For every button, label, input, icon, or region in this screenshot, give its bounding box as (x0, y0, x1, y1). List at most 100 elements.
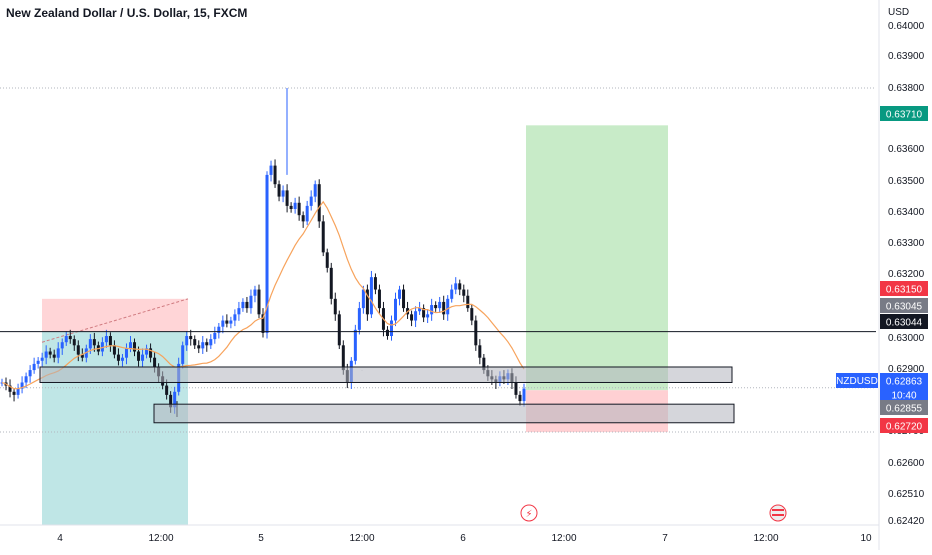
candle-body[interactable] (108, 336, 112, 346)
candle-body[interactable] (104, 336, 108, 343)
candle-body[interactable] (229, 320, 233, 324)
candle-body[interactable] (454, 283, 458, 290)
candle-body[interactable] (56, 348, 60, 358)
candle-body[interactable] (265, 174, 269, 333)
candle-body[interactable] (185, 336, 189, 346)
candle-body[interactable] (377, 289, 381, 309)
candle-body[interactable] (281, 190, 285, 197)
candle-body[interactable] (402, 289, 406, 309)
candle-body[interactable] (329, 267, 333, 299)
candle-body[interactable] (32, 363, 36, 371)
support-zone-upper[interactable] (39, 366, 733, 383)
candle-body[interactable] (205, 342, 209, 346)
candle-body[interactable] (48, 351, 52, 355)
candle-body[interactable] (241, 301, 245, 309)
candle-body[interactable] (466, 295, 470, 309)
candle-body[interactable] (169, 394, 173, 408)
candle-body[interactable] (60, 342, 64, 349)
candle-body[interactable] (273, 165, 277, 185)
candle-body[interactable] (112, 345, 116, 355)
short-position-stop-zone[interactable] (42, 298, 188, 332)
candle-body[interactable] (261, 314, 265, 333)
candle-body[interactable] (289, 205, 293, 209)
candle-body[interactable] (201, 342, 205, 349)
candle-body[interactable] (68, 336, 72, 340)
candle-body[interactable] (277, 184, 281, 197)
candle-body[interactable] (36, 360, 40, 364)
candle-body[interactable] (369, 277, 373, 315)
candle-body[interactable] (321, 221, 325, 253)
candle-body[interactable] (52, 354, 56, 358)
candle-body[interactable] (430, 305, 434, 315)
candle-body[interactable] (313, 184, 317, 197)
candle-body[interactable] (426, 314, 430, 318)
candle-body[interactable] (357, 308, 361, 330)
candle-body[interactable] (181, 345, 185, 364)
candle-body[interactable] (217, 326, 221, 333)
candle-body[interactable] (189, 336, 193, 340)
candle-body[interactable] (414, 311, 418, 321)
candle-body[interactable] (482, 357, 486, 371)
candle-body[interactable] (20, 382, 24, 389)
candle-body[interactable] (446, 298, 450, 315)
candle-body[interactable] (120, 357, 124, 361)
candle-body[interactable] (385, 329, 389, 337)
candle-body[interactable] (221, 320, 225, 327)
candle-body[interactable] (209, 339, 213, 346)
candle-body[interactable] (116, 354, 120, 361)
candle-body[interactable] (394, 298, 398, 321)
candle-body[interactable] (245, 301, 249, 309)
candle-body[interactable] (474, 320, 478, 346)
candle-body[interactable] (193, 339, 197, 346)
candle-body[interactable] (478, 345, 482, 358)
candle-body[interactable] (337, 314, 341, 346)
candle-body[interactable] (462, 289, 466, 296)
candle-body[interactable] (333, 298, 337, 315)
candle-body[interactable] (16, 388, 20, 395)
support-zone-lower[interactable] (153, 403, 735, 424)
candle-body[interactable] (434, 305, 438, 309)
candle-body[interactable] (44, 351, 48, 358)
candle-body[interactable] (253, 289, 257, 296)
candle-body[interactable] (373, 277, 377, 290)
candle-body[interactable] (233, 314, 237, 321)
candle-body[interactable] (285, 190, 289, 206)
candle-body[interactable] (341, 345, 345, 371)
candle-body[interactable] (353, 329, 357, 361)
candle-body[interactable] (145, 348, 149, 355)
candle-body[interactable] (197, 345, 201, 349)
long-position-target-zone[interactable] (526, 125, 668, 391)
candle-body[interactable] (124, 348, 128, 358)
candle-body[interactable] (522, 388, 526, 402)
candle-body[interactable] (418, 308, 422, 312)
candle-body[interactable] (305, 205, 309, 222)
candle-body[interactable] (398, 289, 402, 299)
candle-body[interactable] (88, 339, 92, 349)
candle-body[interactable] (438, 301, 442, 309)
candle-body[interactable] (249, 295, 253, 309)
candle-body[interactable] (301, 215, 305, 222)
candle-body[interactable] (92, 339, 96, 346)
candle-body[interactable] (257, 289, 261, 315)
candle-body[interactable] (12, 391, 16, 395)
candle-body[interactable] (133, 342, 137, 352)
candle-body[interactable] (28, 370, 32, 377)
short-position-profit-zone[interactable] (42, 331, 188, 525)
candle-body[interactable] (389, 320, 393, 337)
candle-body[interactable] (365, 289, 369, 315)
candle-body[interactable] (410, 314, 414, 321)
candle-body[interactable] (100, 342, 104, 352)
candle-body[interactable] (141, 354, 145, 361)
candle-body[interactable] (317, 184, 321, 222)
candle-body[interactable] (518, 394, 522, 402)
candle-body[interactable] (450, 289, 454, 299)
candle-body[interactable] (225, 320, 229, 324)
candle-body[interactable] (514, 382, 518, 395)
candle-body[interactable] (325, 252, 329, 268)
candle-body[interactable] (442, 301, 446, 315)
candle-body[interactable] (24, 376, 28, 383)
candle-body[interactable] (458, 283, 462, 290)
candle-body[interactable] (165, 385, 169, 395)
candle-body[interactable] (153, 357, 157, 367)
